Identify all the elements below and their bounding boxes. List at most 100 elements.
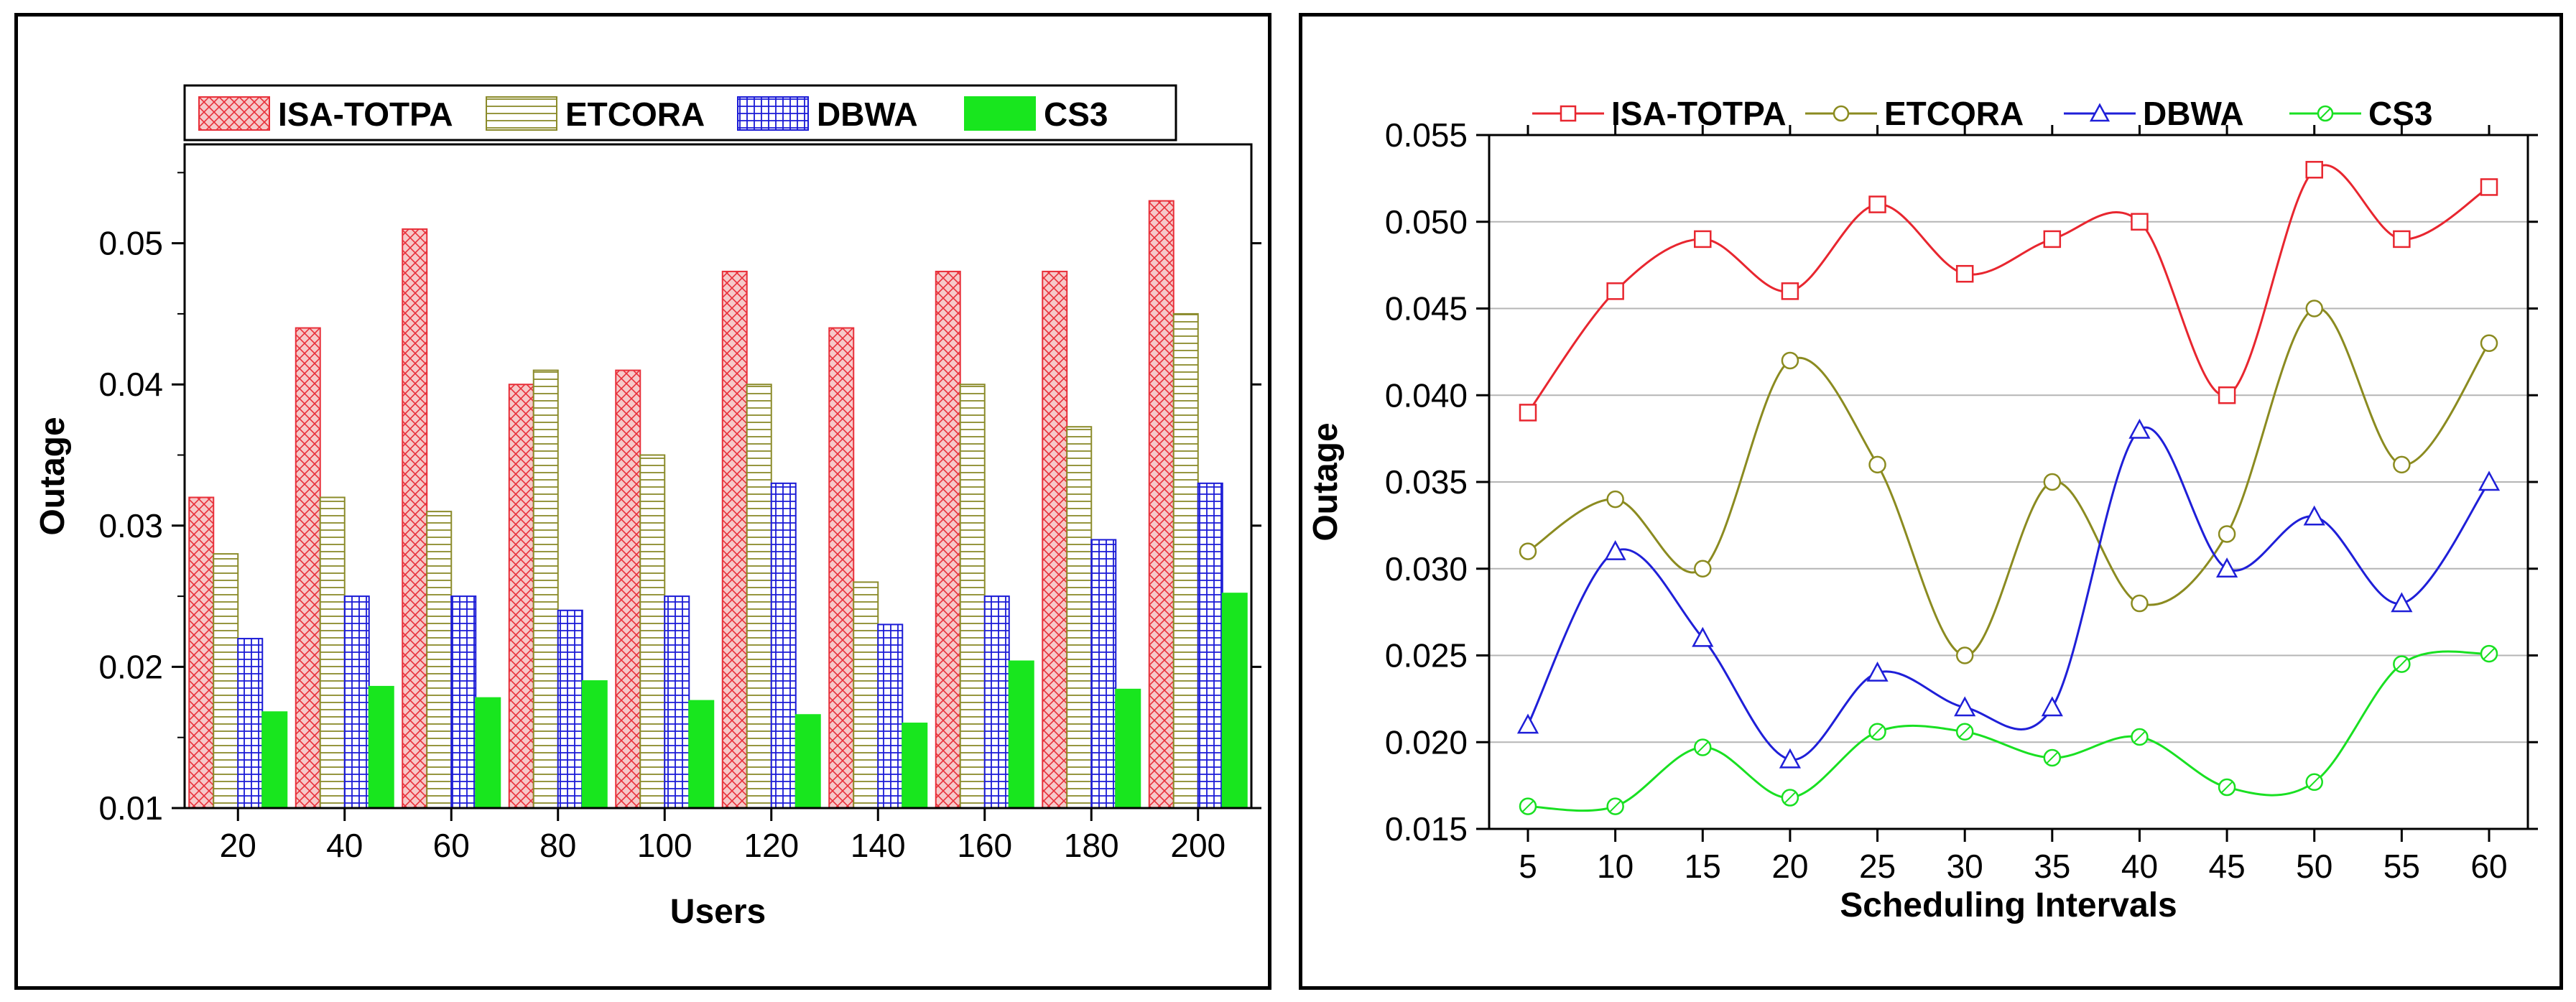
bar-isa-totpa-60 (402, 228, 428, 809)
y-tick-label: 0.03 (98, 507, 163, 544)
legend: ISA-TOTPA ETCORA DBWA CS3 (183, 84, 1177, 142)
line-chart: 0.015 0.020 0.025 0.030 0.035 0.040 0.045 0.050… (1307, 95, 2538, 924)
legend-marker-dbwa (2089, 103, 2111, 122)
legend-label-dbwa: DBWA (817, 96, 918, 133)
point-dbwa-10 (1604, 539, 1626, 560)
y-tick-label: 0.015 (1385, 810, 1468, 848)
bar-chart-panel: 20 40 60 80 100 120 140 160 180 200 0.01 0.02 0.03 0.… (14, 13, 1271, 990)
legend-label-etcora: ETCORA (1884, 95, 2024, 132)
bar-etcora-160 (959, 384, 986, 809)
bar-cs3-180 (1115, 688, 1141, 809)
bar-cs3-20 (261, 711, 288, 809)
point-cs3-10 (1606, 797, 1624, 815)
point-cs3-50 (2305, 773, 2323, 792)
point-etcora-5 (1519, 542, 1537, 560)
legend-marker-etcora (1833, 105, 1850, 122)
x-tick-label: 45 (2209, 848, 2246, 885)
bar-cs3-100 (688, 700, 715, 809)
bar-dbwa-200 (1197, 482, 1223, 809)
bar-dbwa-80 (557, 609, 583, 809)
bar-isa-totpa-200 (1148, 200, 1175, 809)
bar-isa-totpa-40 (295, 327, 321, 809)
series-line-cs3 (1527, 650, 2490, 812)
point-dbwa-30 (1954, 696, 1976, 717)
legend-label-isa-totpa: ISA-TOTPA (278, 96, 453, 133)
bar-etcora-100 (639, 454, 666, 809)
y-axis-label: Outage (34, 417, 72, 535)
point-cs3-30 (1955, 723, 1974, 741)
point-cs3-55 (2393, 655, 2411, 673)
y-tick-label: 0.030 (1385, 550, 1468, 588)
point-isa-totpa-25 (1868, 195, 1886, 213)
point-cs3-15 (1694, 738, 1712, 756)
point-dbwa-35 (2041, 696, 2063, 717)
x-tick-label: 40 (2121, 848, 2158, 885)
x-tick-label: 140 (851, 827, 906, 864)
point-isa-totpa-50 (2305, 161, 2323, 179)
line-chart-panel: 0.015 0.020 0.025 0.030 0.035 0.040 0.045 0.050… (1299, 13, 2563, 990)
bar-cs3-140 (902, 723, 928, 809)
x-tick-label: 20 (1771, 848, 1808, 885)
legend-label-cs3: CS3 (1044, 96, 1108, 133)
point-etcora-10 (1606, 490, 1624, 509)
point-etcora-60 (2480, 334, 2498, 353)
point-dbwa-25 (1866, 662, 1889, 682)
point-dbwa-5 (1516, 713, 1539, 734)
y-tick-label: 0.025 (1385, 637, 1468, 674)
y-tick-label: 0.01 (98, 789, 163, 827)
x-tick-label: 180 (1064, 827, 1119, 864)
legend-label-dbwa: DBWA (2143, 95, 2244, 132)
bar-dbwa-140 (877, 623, 904, 809)
x-tick-label: 60 (2470, 848, 2507, 885)
bar-etcora-80 (532, 369, 559, 810)
point-dbwa-40 (2128, 418, 2151, 439)
point-etcora-55 (2393, 455, 2411, 474)
x-tick-label: 15 (1685, 848, 1721, 885)
legend-label-cs3: CS3 (2368, 95, 2432, 132)
bar-cs3-60 (475, 697, 501, 810)
bar-dbwa-60 (450, 595, 477, 809)
bar-dbwa-40 (343, 595, 370, 809)
point-etcora-35 (2043, 473, 2062, 491)
series-line-dbwa (1526, 426, 2491, 761)
bar-cs3-200 (1221, 593, 1248, 809)
x-tick-label: 35 (2034, 848, 2070, 885)
bar-etcora-40 (319, 496, 346, 810)
bar-isa-totpa-100 (615, 369, 641, 810)
x-tick-label: 5 (1519, 848, 1537, 885)
bar-isa-totpa-120 (721, 270, 748, 809)
x-tick-label: 10 (1597, 848, 1634, 885)
legend-swatch-dbwa (737, 96, 809, 131)
legend-swatch-cs3 (964, 96, 1036, 131)
bar-dbwa-120 (770, 482, 797, 809)
x-tick-label: 200 (1170, 827, 1226, 864)
bar-cs3-80 (581, 680, 608, 810)
x-tick-label: 60 (433, 827, 470, 864)
bar-isa-totpa-160 (935, 270, 961, 809)
bar-dbwa-160 (983, 595, 1010, 809)
legend-label-isa-totpa: ISA-TOTPA (1611, 95, 1787, 132)
legend-marker-isa-totpa (1560, 105, 1577, 122)
bar-chart: 20 40 60 80 100 120 140 160 180 200 0.01 0.02 0.03 0.… (34, 84, 1261, 931)
point-cs3-35 (2043, 748, 2062, 767)
y-tick-label: 0.050 (1385, 203, 1468, 241)
bar-isa-totpa-20 (188, 496, 215, 810)
x-axis-label: Scheduling Intervals (1840, 886, 2177, 924)
legend-marker-cs3 (2317, 105, 2334, 122)
bar-dbwa-180 (1090, 539, 1117, 809)
bar-etcora-120 (746, 384, 772, 809)
x-tick-label: 40 (326, 827, 363, 864)
point-etcora-20 (1781, 351, 1799, 370)
series-line-isa-totpa (1526, 164, 2490, 414)
bar-cs3-160 (1008, 660, 1034, 809)
point-dbwa-55 (2391, 592, 2413, 613)
point-cs3-40 (2131, 728, 2149, 746)
x-tick-label: 20 (220, 827, 256, 864)
bar-dbwa-100 (664, 595, 690, 809)
bar-isa-totpa-180 (1042, 270, 1068, 809)
x-tick-label: 30 (1947, 848, 1983, 885)
y-tick-label: 0.02 (98, 648, 163, 685)
bar-dbwa-20 (237, 638, 264, 809)
point-cs3-20 (1781, 789, 1799, 807)
point-dbwa-15 (1692, 626, 1714, 647)
